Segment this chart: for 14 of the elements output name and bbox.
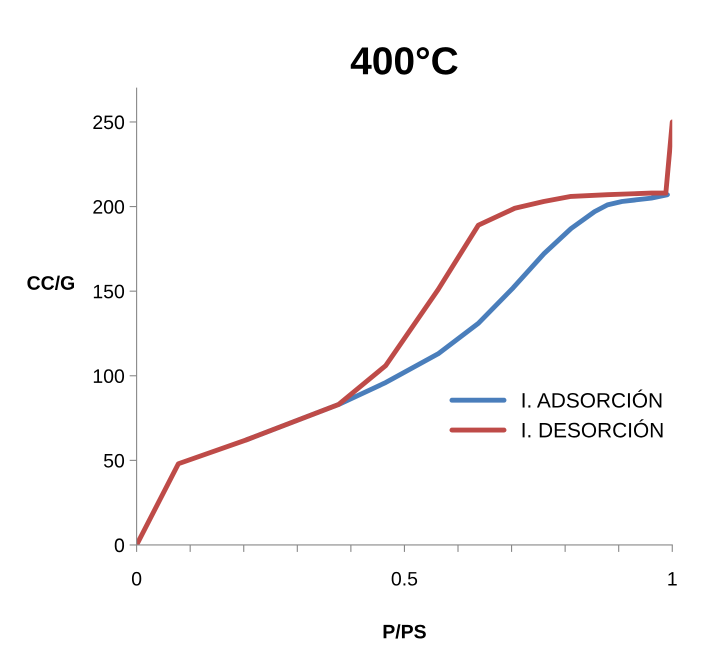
- y-tick-label: 0: [114, 538, 124, 552]
- x-tick-label: 0.5: [392, 572, 418, 586]
- y-tick-label: 200: [93, 200, 124, 214]
- legend-label: I. ADSORCIÓN: [522, 389, 662, 408]
- x-tick-label: 0: [132, 572, 142, 586]
- chart-title: 400°C: [350, 47, 458, 75]
- y-tick-label: 150: [94, 284, 124, 298]
- y-tick-label: 50: [104, 454, 124, 468]
- y-tick-label: 100: [94, 369, 124, 384]
- y-tick-label: 250: [93, 115, 124, 130]
- x-axis-title: P/PS: [384, 624, 426, 639]
- legend-label: I. DESORCIÓN: [522, 419, 663, 438]
- x-tick-label: 1: [668, 572, 677, 586]
- y-axis-title: CC/G: [27, 276, 74, 290]
